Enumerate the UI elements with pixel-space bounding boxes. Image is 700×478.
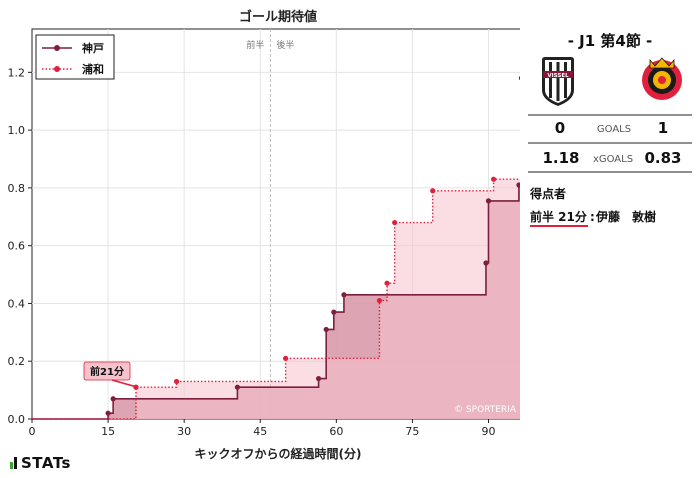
data-point xyxy=(516,182,520,188)
chart-title: ゴール期待値 xyxy=(239,9,317,25)
scorers-heading: 得点者 xyxy=(529,186,566,201)
x-tick-label: 60 xyxy=(329,425,343,438)
y-tick-label: 0.6 xyxy=(8,240,26,253)
series-fills xyxy=(32,179,520,419)
xg-chart: ゴール期待値 0 15 30 45 60 75 90 0.0 0.2 0.4 0.6 0.8 1.0 1.… xyxy=(8,9,520,461)
series-area-1 xyxy=(32,179,520,419)
data-point xyxy=(341,292,347,298)
y-tick-label: 1.2 xyxy=(8,66,26,79)
x-tick-label: 90 xyxy=(481,425,495,438)
half-label-second: 後半 xyxy=(276,39,294,51)
series-points xyxy=(105,75,520,416)
y-tick-label: 0.4 xyxy=(8,297,26,310)
data-point xyxy=(234,384,241,390)
annotation-box xyxy=(83,361,131,381)
match-title: - J1 第4節 - xyxy=(568,32,653,50)
data-point xyxy=(323,326,329,333)
half-labels: 前半 後半 xyxy=(246,39,294,51)
y-tick-label: 0.0 xyxy=(8,413,26,426)
stats-logo-icon xyxy=(10,455,18,473)
y-tick-label: 0.2 xyxy=(8,355,26,368)
scorer-time: 前半 21分 xyxy=(530,209,587,224)
half-label-first: 前半 xyxy=(246,39,264,51)
data-point xyxy=(105,410,111,416)
stats-logo-text: STATs xyxy=(21,454,71,472)
y-tick-label: 0.8 xyxy=(8,182,26,195)
data-point xyxy=(518,75,520,81)
scorer-name: 伊藤 敦樹 xyxy=(595,209,656,224)
watermark: © SPORTERIA xyxy=(454,405,517,415)
legend-label: 浦和 xyxy=(82,62,104,76)
data-point xyxy=(392,219,398,226)
away-xg: 0.83 xyxy=(644,149,681,167)
annotation: 前21分 xyxy=(83,361,139,390)
scorer-separator: : xyxy=(590,210,595,224)
legend-swatch-marker xyxy=(54,45,60,51)
x-tick-label: 75 xyxy=(405,425,419,438)
home-crest-icon: VISSEL xyxy=(542,57,574,106)
home-goals: 0 xyxy=(555,119,565,137)
axis-ticks: 0 15 30 45 60 75 90 0.0 0.2 0.4 0.6 0.8 1.0 1.2 xyxy=(8,66,496,438)
away-crest-icon xyxy=(642,57,682,100)
goals-label: GOALS xyxy=(597,124,631,135)
home-crest-text: VISSEL xyxy=(547,73,569,79)
data-point xyxy=(376,297,383,304)
annotation-arrow xyxy=(111,379,135,387)
data-point xyxy=(485,198,492,204)
stats-logo: STATs xyxy=(10,454,71,473)
annotation-point xyxy=(133,384,139,390)
data-point xyxy=(110,396,116,402)
data-point xyxy=(173,378,180,385)
x-tick-label: 45 xyxy=(253,425,267,438)
series-line-1 xyxy=(32,178,520,420)
home-xg: 1.18 xyxy=(542,149,579,167)
xg-label: xGOALS xyxy=(593,154,633,165)
x-tick-label: 0 xyxy=(29,425,36,438)
data-point xyxy=(384,280,390,286)
data-point xyxy=(430,188,436,194)
x-axis-label: キックオフからの経過時間(分) xyxy=(195,446,362,461)
data-point xyxy=(331,309,337,315)
data-point xyxy=(283,355,289,361)
annotation-label: 前21分 xyxy=(90,365,124,378)
y-tick-label: 1.0 xyxy=(8,124,26,137)
legend-label: 神戸 xyxy=(82,41,104,55)
away-goals: 1 xyxy=(658,119,668,137)
match-panel: - J1 第4節 - VISSEL 0 GOALS 1 1.18 xGOALS … xyxy=(520,0,700,474)
legend-box xyxy=(35,34,115,80)
match-panel-graphic: - J1 第4節 - VISSEL 0 GOALS 1 1.18 xGOALS … xyxy=(528,32,692,227)
legend-swatch-marker xyxy=(54,66,60,72)
data-point xyxy=(490,176,497,182)
x-tick-label: 30 xyxy=(177,425,191,438)
data-point xyxy=(483,260,489,266)
x-tick-label: 15 xyxy=(101,425,115,438)
data-point xyxy=(315,375,322,382)
